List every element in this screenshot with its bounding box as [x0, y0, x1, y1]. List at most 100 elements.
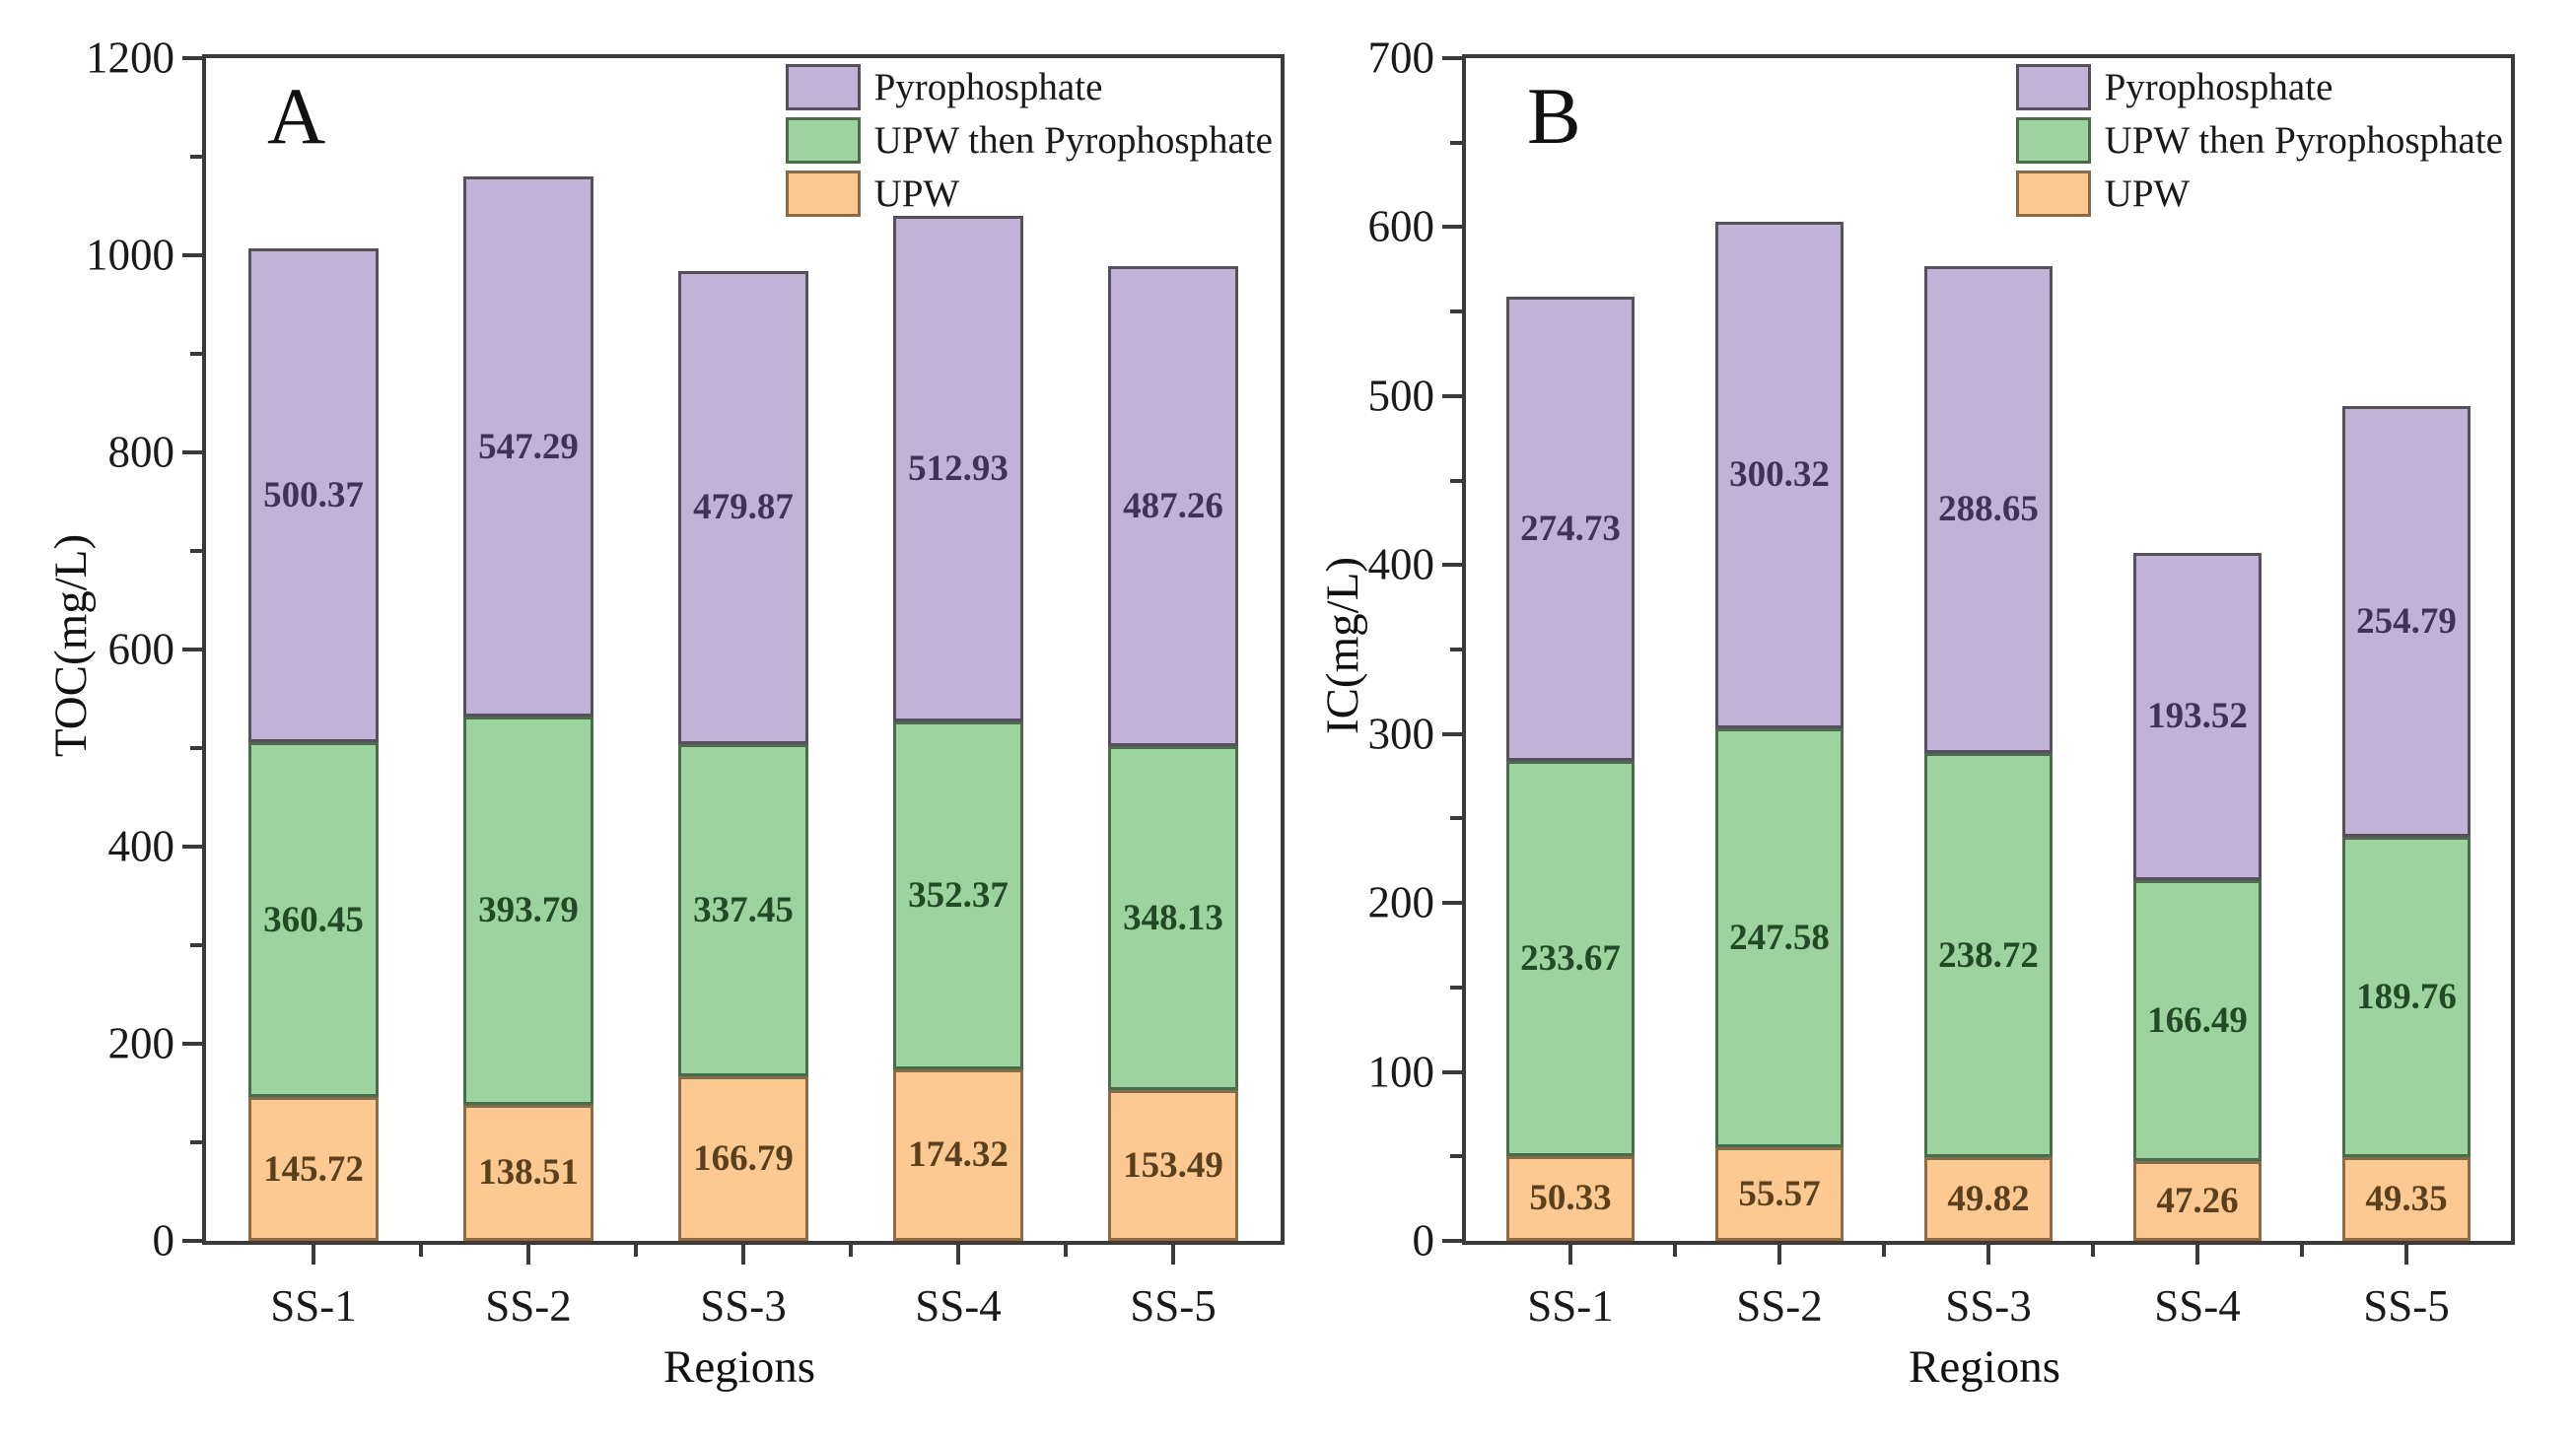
y-axis-major-tick [182, 1042, 202, 1046]
bar-segment-upw: 145.72 [247, 1097, 380, 1241]
x-axis-major-tick [956, 1245, 960, 1265]
x-axis-major-tick [2404, 1245, 2408, 1265]
legend: Pyrophosphate UPW then Pyrophosphate UPW [2015, 64, 2503, 217]
x-axis-major-tick [1777, 1245, 1781, 1265]
bar-value-label: 145.72 [263, 1148, 364, 1190]
bar-segment-upw: 174.32 [892, 1068, 1024, 1241]
y-axis-major-tick [1442, 901, 1462, 906]
y-axis-minor-tick [190, 1140, 202, 1144]
legend-swatch [785, 171, 861, 217]
bar-value-label: 138.51 [478, 1152, 579, 1194]
y-axis-tick-label: 400 [107, 821, 175, 871]
x-axis-minor-tick [1882, 1245, 1886, 1257]
bar-segment-upw: 55.57 [1715, 1146, 1844, 1241]
y-axis-major-tick [1442, 1239, 1462, 1243]
bar-segment-upw-then-pyrophosphate: 393.79 [462, 716, 594, 1105]
bar-segment-upw: 49.35 [2342, 1157, 2471, 1241]
legend-swatch [2015, 117, 2091, 164]
y-axis-tick-label: 1200 [86, 33, 174, 83]
chart-a-plot-area: A 0 200 400 600 800 1000 1200 145.72 360.45 500.3… [86, 35, 1285, 1329]
y-axis-tick-label: 200 [1367, 877, 1435, 927]
bar-segment-pyrophosphate: 547.29 [462, 176, 594, 717]
x-axis-tick-label: SS-4 [2154, 1281, 2241, 1331]
x-axis-minor-tick [634, 1245, 638, 1257]
y-axis-tick-label: 1000 [86, 230, 174, 280]
panel-label-a: A [267, 71, 326, 161]
bar-value-label: 487.26 [1123, 486, 1223, 527]
x-axis-major-tick [2195, 1245, 2199, 1265]
bar-value-label: 238.72 [1938, 934, 2039, 976]
bar-segment-upw: 49.82 [1924, 1156, 2053, 1241]
legend-swatch [785, 64, 861, 110]
y-axis-tick-label: 700 [1367, 33, 1435, 83]
x-axis-major-tick [741, 1245, 745, 1265]
x-axis-minor-tick [1673, 1245, 1677, 1257]
y-axis-major-tick [1442, 393, 1462, 398]
legend-label: UPW [873, 172, 960, 215]
bar-value-label: 512.93 [908, 448, 1009, 490]
x-axis-title-b: Regions [1908, 1341, 2061, 1393]
bar-segment-pyrophosphate: 479.87 [677, 270, 809, 744]
x-axis-minor-tick [849, 1245, 853, 1257]
y-axis-major-tick [1442, 1069, 1462, 1074]
bar-segment-upw-then-pyrophosphate: 233.67 [1506, 761, 1635, 1156]
y-axis-major-tick [1442, 563, 1462, 568]
bar-segment-upw-then-pyrophosphate: 348.13 [1107, 746, 1239, 1090]
legend-item: UPW then Pyrophosphate [2015, 117, 2503, 164]
y-axis-minor-tick [1450, 1154, 1462, 1159]
y-axis-tick-label: 200 [107, 1018, 175, 1068]
x-axis-tick-label: SS-3 [700, 1281, 787, 1331]
y-axis-title-b: IC(mg/L) [1317, 556, 1368, 735]
bar-value-label: 274.73 [1520, 509, 1621, 550]
legend-item: Pyrophosphate [2015, 64, 2503, 110]
y-axis-minor-tick [190, 746, 202, 750]
x-axis-tick-label: SS-3 [1945, 1281, 2032, 1331]
y-axis-tick-label: 0 [152, 1215, 175, 1266]
bar-segment-pyrophosphate: 300.32 [1715, 221, 1844, 729]
x-axis-tick-label: SS-2 [1736, 1281, 1823, 1331]
bar-segment-pyrophosphate: 288.65 [1924, 265, 2053, 754]
y-axis-tick-label: 0 [1412, 1215, 1435, 1266]
bar-value-label: 166.79 [693, 1138, 794, 1180]
bar-segment-pyrophosphate: 500.37 [247, 248, 380, 742]
x-axis-tick-label: SS-1 [1527, 1281, 1614, 1331]
y-axis-minor-tick [1450, 309, 1462, 314]
y-axis-minor-tick [1450, 985, 1462, 990]
legend-item: UPW [785, 171, 1273, 217]
bar-segment-upw: 50.33 [1506, 1155, 1635, 1241]
y-axis-minor-tick [1450, 140, 1462, 145]
x-axis-major-tick [312, 1245, 315, 1265]
y-axis-minor-tick [1450, 816, 1462, 821]
y-axis-title-a: TOC(mg/L) [45, 533, 97, 758]
bar-value-label: 500.37 [263, 475, 364, 516]
legend: Pyrophosphate UPW then Pyrophosphate UPW [785, 64, 1273, 217]
bar-segment-upw: 166.79 [677, 1076, 809, 1241]
y-axis-tick-label: 800 [107, 427, 175, 477]
y-axis-tick-label: 100 [1367, 1047, 1435, 1097]
y-axis-tick-label: 600 [107, 624, 175, 674]
bar-value-label: 337.45 [693, 890, 794, 930]
bar-value-label: 479.87 [693, 487, 794, 528]
y-axis-major-tick [182, 648, 202, 651]
bar-value-label: 193.52 [2147, 696, 2248, 737]
legend-label: Pyrophosphate [873, 66, 1103, 108]
bar-segment-pyrophosphate: 487.26 [1107, 266, 1239, 747]
x-axis-major-tick [1171, 1245, 1175, 1265]
bar-segment-upw-then-pyrophosphate: 352.37 [892, 721, 1024, 1069]
bar-value-label: 348.13 [1123, 897, 1223, 938]
bar-segment-upw-then-pyrophosphate: 166.49 [2133, 879, 2262, 1161]
bar-value-label: 360.45 [263, 899, 364, 940]
bar-value-label: 47.26 [2156, 1180, 2239, 1221]
bar-value-label: 288.65 [1938, 489, 2039, 530]
y-axis-minor-tick [1450, 478, 1462, 483]
x-axis-tick-label: SS-4 [915, 1281, 1002, 1331]
bar-segment-upw-then-pyrophosphate: 247.58 [1715, 728, 1844, 1147]
y-axis-minor-tick [190, 155, 202, 159]
x-axis-tick-label: SS-2 [485, 1281, 572, 1331]
bar-value-label: 547.29 [478, 426, 579, 467]
x-axis-tick-label: SS-1 [270, 1281, 357, 1331]
bar-value-label: 233.67 [1520, 937, 1621, 979]
legend-label: Pyrophosphate [2104, 66, 2333, 108]
bar-value-label: 254.79 [2356, 601, 2457, 643]
